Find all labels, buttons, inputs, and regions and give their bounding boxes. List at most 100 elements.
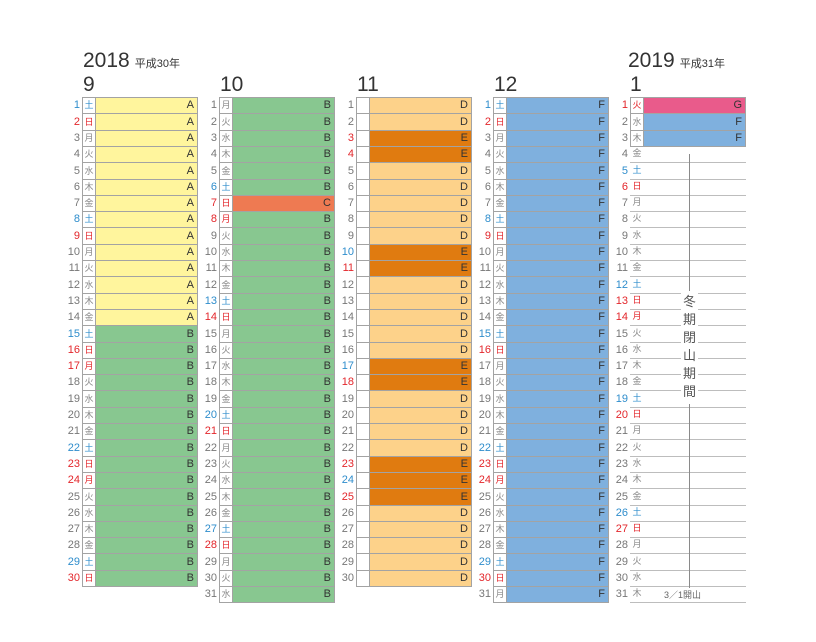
schedule-label: A: [186, 148, 194, 160]
schedule-bar: B: [95, 439, 198, 457]
day-number: 24: [478, 474, 491, 486]
day-number: 12: [478, 279, 491, 291]
day-number: 9: [621, 230, 628, 242]
day-number: 14: [478, 311, 491, 323]
schedule-bar: C: [232, 195, 335, 212]
schedule-label: B: [186, 539, 194, 551]
weekday-cell: 月: [632, 197, 642, 207]
empty-day-line: [630, 488, 746, 506]
schedule-bar: E: [369, 358, 472, 375]
weekday-cell: 水: [493, 505, 507, 522]
day-row: 23 F 日: [473, 456, 610, 473]
day-row: 4 A 火: [62, 146, 199, 163]
weekday-cell: 日: [493, 456, 507, 473]
weekday-cell: 金: [493, 195, 507, 212]
weekday-cell: [356, 130, 370, 147]
empty-day-line: [630, 570, 746, 587]
schedule-label: F: [598, 230, 605, 242]
day-number: 2: [484, 116, 491, 128]
day-row: 24 B 月: [62, 472, 199, 489]
day-number: 24: [615, 474, 628, 486]
schedule-label: F: [598, 491, 605, 503]
day-row: 1 B 月: [199, 97, 336, 114]
day-number: 19: [341, 393, 354, 405]
weekday-cell: 月: [493, 244, 507, 261]
schedule-bar: B: [95, 374, 198, 391]
day-number: 11: [616, 262, 628, 274]
schedule-bar: B: [232, 113, 335, 131]
schedule-label: F: [598, 213, 605, 225]
day-number: 11: [479, 262, 491, 274]
schedule-label: B: [323, 572, 331, 584]
day-row: 12 A 水: [62, 276, 199, 294]
weekday-cell: 金: [632, 262, 642, 272]
weekday-cell: 金: [82, 423, 96, 440]
schedule-label: D: [460, 116, 468, 128]
day-number: 10: [478, 246, 491, 258]
day-row: 20 B 土: [199, 407, 336, 424]
schedule-bar: E: [369, 456, 472, 473]
schedule-bar: B: [95, 423, 198, 440]
weekday-cell: 火: [632, 442, 642, 452]
schedule-label: F: [598, 279, 605, 291]
schedule-label: E: [460, 458, 468, 470]
day-row: 3 B 水: [199, 130, 336, 147]
schedule-bar: A: [95, 97, 198, 114]
weekday-cell: [356, 309, 370, 326]
day-number: 29: [67, 556, 80, 568]
schedule-bar: F: [506, 570, 609, 587]
schedule-label: F: [598, 262, 605, 274]
schedule-bar: E: [369, 374, 472, 391]
day-row: 23 B 火: [199, 456, 336, 473]
schedule-label: C: [323, 197, 331, 209]
day-row: 13 日: [610, 293, 747, 310]
day-row: 6 B 土: [199, 179, 336, 196]
day-number: 3: [484, 132, 491, 144]
day-number: 28: [67, 539, 80, 551]
closure-period-label: 冬期閉山期間: [681, 293, 698, 401]
day-number: 23: [67, 458, 80, 470]
day-number: 5: [621, 165, 628, 177]
empty-day-line: [630, 439, 746, 457]
weekday-cell: [356, 488, 370, 506]
empty-day-line: [630, 276, 746, 294]
schedule-label: A: [186, 132, 194, 144]
day-row: 19 B 金: [199, 390, 336, 408]
day-number: 23: [478, 458, 491, 470]
day-row: 27 D: [336, 521, 473, 538]
day-number: 19: [67, 393, 80, 405]
schedule-bar: D: [369, 293, 472, 310]
day-number: 3: [210, 132, 217, 144]
schedule-bar: F: [506, 195, 609, 212]
day-row: 24 木: [610, 472, 747, 489]
schedule-bar: B: [232, 358, 335, 375]
closure-line-top: [689, 154, 690, 291]
schedule-label: D: [460, 344, 468, 356]
day-row: 8 F 土: [473, 211, 610, 228]
schedule-label: F: [598, 132, 605, 144]
weekday-cell: 金: [493, 309, 507, 326]
schedule-bar: B: [232, 586, 335, 603]
schedule-label: F: [598, 523, 605, 535]
day-row: 30 F 日: [473, 570, 610, 587]
day-number: 14: [204, 311, 217, 323]
day-row: 11 B 木: [199, 260, 336, 277]
schedule-bar: F: [506, 358, 609, 375]
day-row: 15 B 月: [199, 325, 336, 343]
day-row: 28 B 日: [199, 537, 336, 554]
day-number: 29: [615, 556, 628, 568]
weekday-cell: 日: [219, 309, 233, 326]
empty-day-line: [630, 390, 746, 408]
day-row: 20 B 木: [62, 407, 199, 424]
day-row: 21 月: [610, 423, 747, 440]
day-row: 17 E: [336, 358, 473, 375]
day-row: 16 水: [610, 342, 747, 359]
weekday-cell: 木: [219, 374, 233, 391]
schedule-label: A: [186, 181, 194, 193]
weekday-cell: 火: [632, 556, 642, 566]
weekday-cell: [356, 342, 370, 359]
schedule-label: F: [598, 425, 605, 437]
weekday-cell: 日: [632, 409, 642, 419]
schedule-label: F: [735, 132, 742, 144]
